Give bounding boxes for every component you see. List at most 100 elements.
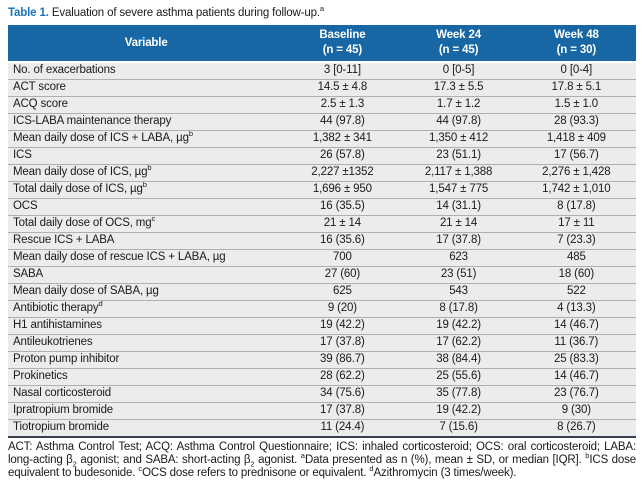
row-label: Prokinetics [8,368,285,386]
row-label-text: No. of exacerbations [13,64,116,76]
row-label: Antileukotrienes [8,334,285,352]
row-label: Nasal corticosteroid [8,385,285,403]
row-label-text: Mean daily dose of ICS, µg [13,166,148,178]
row-label: ACQ score [8,96,285,114]
row-label: Mean daily dose of rescue ICS + LABA, µg [8,249,285,267]
table-row: Total daily dose of ICS, µgb 1,696 ± 950… [8,181,636,199]
cell-baseline: 44 (97.8) [284,113,401,131]
row-label-text: SABA [13,268,44,280]
cell-baseline: 625 [284,283,401,301]
row-label: Total daily dose of ICS, µgb [8,181,285,199]
row-label-text: ICS-LABA maintenance therapy [13,115,172,127]
footnote-segment: agonist; and SABA: short-acting β [76,454,251,466]
cell-week48: 18 (60) [516,266,636,284]
row-label-sup: c [151,215,156,224]
footnote-segment: a [300,451,305,461]
table-row: ACT score 14.5 ± 4.8 17.3 ± 5.5 17.8 ± 5… [8,79,636,97]
row-label: SABA [8,266,285,284]
cell-week24: 1,547 ± 775 [400,181,517,199]
header-week48: Week 48 (n = 30) [516,25,636,63]
cell-baseline: 14.5 ± 4.8 [284,79,401,97]
row-label: ICS [8,147,285,165]
cell-week24: 17 (37.8) [400,232,517,250]
table-title-superscript: a [319,4,325,14]
header-week24-n: (n = 45) [438,44,479,56]
row-label-text: Total daily dose of ICS, µg [13,183,143,195]
table-row: ICS-LABA maintenance therapy 44 (97.8) 4… [8,113,636,131]
row-label-sup: b [188,130,194,139]
table-row: Rescue ICS + LABA 16 (35.6) 17 (37.8) 7 … [8,232,636,250]
cell-week24: 44 (97.8) [400,113,517,131]
cell-week48: 4 (13.3) [516,300,636,318]
cell-baseline: 17 (37.8) [284,334,401,352]
row-label-text: Antibiotic therapy [13,302,99,314]
cell-week48: 485 [516,249,636,267]
cell-baseline: 2,227 ±1352 [284,164,401,182]
cell-week24: 21 ± 14 [400,215,517,233]
header-baseline: Baseline (n = 45) [284,25,401,63]
footnote-segment: 2 [72,459,77,469]
table-body: No. of exacerbations 3 [0-11] 0 [0-5] 0 … [8,61,636,438]
table-title-number: Table 1. [8,7,49,19]
cell-week48: 17 ± 11 [516,215,636,233]
cell-week24: 35 (77.8) [400,385,517,403]
cell-baseline: 39 (86.7) [284,351,401,369]
row-label: Mean daily dose of ICS, µgb [8,164,285,182]
row-label-text: Total daily dose of OCS, mg [13,217,152,229]
cell-baseline: 27 (60) [284,266,401,284]
cell-week24: 19 (42.2) [400,402,517,420]
header-variable: Variable [8,25,285,63]
cell-baseline: 17 (37.8) [284,402,401,420]
table-row: Prokinetics 28 (62.2) 25 (55.6) 14 (46.7… [8,368,636,386]
footnote-segment: ICS dose equivalent to budesonide. [8,454,637,479]
row-label-sup: d [98,300,103,309]
cell-week48: 1,742 ± 1,010 [516,181,636,199]
page: Table 1. Evaluation of severe asthma pat… [8,4,637,479]
footnote-segment: c [138,464,143,474]
cell-week48: 1,418 ± 409 [516,130,636,148]
cell-week24: 2,117 ± 1,388 [400,164,517,182]
row-label-text: Mean daily dose of rescue ICS + LABA, µg [13,251,226,263]
cell-week48: 23 (76.7) [516,385,636,403]
footnote-segment: Data presented as n (%), mean ± SD, or m… [304,454,586,466]
cell-baseline: 1,382 ± 341 [284,130,401,148]
table-row: Nasal corticosteroid 34 (75.6) 35 (77.8)… [8,385,636,403]
cell-week48: 14 (46.7) [516,317,636,335]
cell-week24: 23 (51.1) [400,147,517,165]
cell-week24: 543 [400,283,517,301]
row-label: Rescue ICS + LABA [8,232,285,250]
cell-week24: 14 (31.1) [400,198,517,216]
cell-baseline: 21 ± 14 [284,215,401,233]
row-label-text: H1 antihistamines [13,319,102,331]
row-label: Mean daily dose of SABA, µg [8,283,285,301]
table-header-row: Variable Baseline (n = 45) Week 24 (n = 45… [8,25,636,63]
cell-week48: 11 (36.7) [516,334,636,352]
footnote-segment: Azithromycin (3 times/week). [373,467,517,479]
table-title: Table 1. Evaluation of severe asthma pat… [8,4,636,21]
cell-baseline: 1,696 ± 950 [284,181,401,199]
table-row: Antibiotic therapyd 9 (20) 8 (17.8) 4 (1… [8,300,636,318]
cell-baseline: 19 (42.2) [284,317,401,335]
footnote-segment: OCS dose refers to prednisone or equival… [142,467,370,479]
cell-week24: 25 (55.6) [400,368,517,386]
cell-baseline: 700 [284,249,401,267]
cell-week48: 25 (83.3) [516,351,636,369]
header-week24-label: Week 24 [436,29,481,41]
cell-week48: 7 (23.3) [516,232,636,250]
table-row: ICS 26 (57.8) 23 (51.1) 17 (56.7) [8,147,636,165]
cell-week24: 0 [0-5] [400,61,517,80]
header-baseline-n: (n = 45) [322,44,363,56]
cell-baseline: 16 (35.5) [284,198,401,216]
cell-baseline: 2.5 ± 1.3 [284,96,401,114]
cell-week24: 23 (51) [400,266,517,284]
cell-baseline: 11 (24.4) [284,419,401,438]
row-label: H1 antihistamines [8,317,285,335]
cell-baseline: 16 (35.6) [284,232,401,250]
table-row: Mean daily dose of rescue ICS + LABA, µg… [8,249,636,267]
row-label-text: ACT score [13,81,66,93]
cell-week24: 8 (17.8) [400,300,517,318]
table-row: Mean daily dose of SABA, µg 625 543 522 [8,283,636,301]
row-label: ACT score [8,79,285,97]
row-label: Mean daily dose of ICS + LABA, µgb [8,130,285,148]
cell-week24: 623 [400,249,517,267]
